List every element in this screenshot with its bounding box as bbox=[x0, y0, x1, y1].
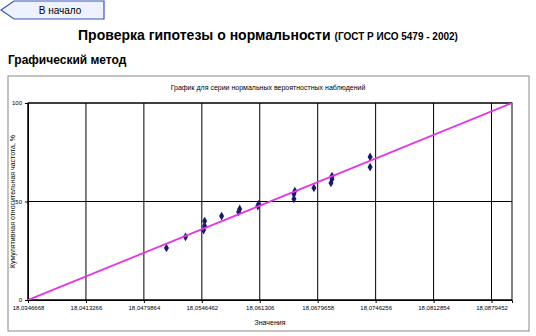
x-tick-label: 18,0479864 bbox=[129, 305, 161, 311]
y-tick: 50 bbox=[15, 199, 28, 205]
data-point bbox=[368, 163, 373, 172]
y-axis-line bbox=[25, 104, 29, 301]
x-tick-mark bbox=[376, 300, 377, 303]
chart-box bbox=[8, 76, 529, 331]
x-axis: 18,0346668 18,0413266 18,0479864 18,0546462… bbox=[13, 300, 513, 311]
x-tick-label: 18,0879452 bbox=[476, 305, 508, 311]
y-tick-label: 100 bbox=[12, 100, 23, 106]
chart-title: График для серии нормальных вероятностны… bbox=[171, 84, 366, 92]
x-tick-label: 18,0546462 bbox=[186, 305, 218, 311]
plot-frame bbox=[28, 103, 512, 300]
x-tick: 18,0879452 bbox=[476, 300, 508, 311]
x-tick-mark bbox=[86, 300, 87, 303]
x-tick-label: 18,0346668 bbox=[13, 305, 45, 311]
plot-marks bbox=[28, 103, 512, 300]
data-point bbox=[237, 205, 242, 214]
x-tick-mark bbox=[202, 300, 203, 303]
page: В начало Проверка гипотезы о нормальности… bbox=[0, 0, 536, 336]
grid bbox=[28, 103, 512, 300]
x-tick-mark bbox=[318, 300, 319, 303]
y-tick-label: 0 bbox=[19, 297, 23, 303]
x-tick-label: 18,0679658 bbox=[302, 305, 334, 311]
x-tick: 18,0546462 bbox=[186, 300, 218, 311]
x-tick: 18,0413266 bbox=[71, 300, 103, 311]
x-axis-title: Значения bbox=[255, 319, 286, 326]
x-tick-label: 18,0812854 bbox=[418, 305, 450, 311]
reference-line bbox=[28, 103, 512, 300]
page-subtitle: Графический метод bbox=[8, 53, 127, 67]
x-tick: 18,0812854 bbox=[418, 300, 450, 311]
x-tick-label: 18,0746256 bbox=[360, 305, 392, 311]
data-point bbox=[202, 217, 207, 226]
x-tick-label: 18,061306 bbox=[246, 305, 275, 311]
home-button-shape[interactable] bbox=[1, 1, 104, 19]
page-title-main: Проверка гипотезы о нормальности bbox=[78, 27, 331, 43]
x-tick-label: 18,0413266 bbox=[71, 305, 103, 311]
x-tick: 18,0479864 bbox=[129, 300, 161, 311]
x-tick: 18,0746256 bbox=[360, 300, 392, 311]
page-title: Проверка гипотезы о нормальности (ГОСТ Р … bbox=[78, 27, 458, 43]
x-tick-mark bbox=[260, 300, 261, 303]
y-tick-mark bbox=[25, 300, 28, 301]
x-tick-mark bbox=[434, 300, 435, 303]
x-tick-mark bbox=[492, 300, 493, 303]
x-tick-mark bbox=[144, 300, 145, 303]
data-point bbox=[219, 212, 224, 221]
x-tick: 18,0346668 bbox=[13, 300, 45, 311]
y-tick: 0 bbox=[19, 297, 28, 303]
y-tick-mark bbox=[25, 202, 28, 203]
x-tick: 18,0679658 bbox=[302, 300, 334, 311]
y-axis-title: Кумулятивная относительная частота, % bbox=[9, 135, 17, 268]
x-tick: 18,061306 bbox=[246, 300, 275, 311]
x-axis-line bbox=[29, 301, 513, 304]
y-tick: 100 bbox=[12, 100, 28, 106]
page-title-note: (ГОСТ Р ИСО 5479 - 2002) bbox=[335, 31, 458, 42]
y-tick-mark bbox=[25, 103, 28, 104]
y-tick-label: 50 bbox=[15, 199, 22, 205]
home-button-label[interactable]: В начало bbox=[39, 5, 82, 16]
home-button[interactable]: В начало bbox=[1, 1, 104, 19]
